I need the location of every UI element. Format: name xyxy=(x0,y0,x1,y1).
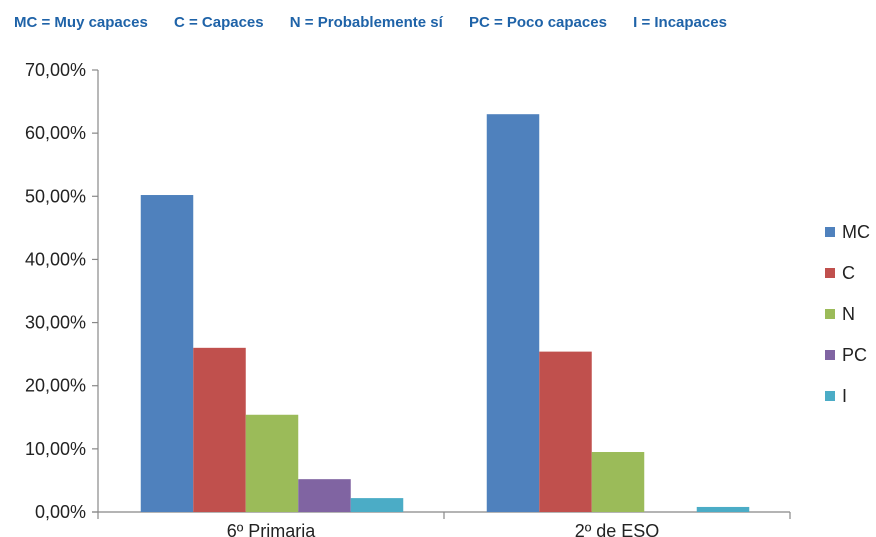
legend-swatch-mc xyxy=(825,227,835,237)
y-tick-label: 10,00% xyxy=(25,439,86,459)
bar-n-1 xyxy=(246,415,299,512)
bar-mc-1 xyxy=(141,195,194,512)
legend-label-pc: PC xyxy=(842,345,867,365)
y-tick-label: 40,00% xyxy=(25,249,86,269)
bar-c-1 xyxy=(193,348,246,512)
chart-bars xyxy=(141,114,750,512)
x-category-label: 6º Primaria xyxy=(227,521,317,537)
bar-mc-2 xyxy=(487,114,540,512)
legend-swatch-n xyxy=(825,309,835,319)
chart-legend: MC C N PC I xyxy=(825,222,870,406)
x-category-label: 2º de ESO xyxy=(575,521,660,537)
legend-swatch-i xyxy=(825,391,835,401)
bar-i-1 xyxy=(351,498,404,512)
y-tick-label: 0,00% xyxy=(35,502,86,522)
bar-c-2 xyxy=(539,352,592,512)
legend-label-c: C xyxy=(842,263,855,283)
y-tick-label: 20,00% xyxy=(25,376,86,396)
legend-label-i: I xyxy=(842,386,847,406)
bar-n-2 xyxy=(592,452,645,512)
y-tick-label: 70,00% xyxy=(25,60,86,80)
y-tick-label: 30,00% xyxy=(25,313,86,333)
bar-pc-1 xyxy=(298,479,351,512)
y-tick-label: 50,00% xyxy=(25,186,86,206)
legend-swatch-pc xyxy=(825,350,835,360)
legend-label-mc: MC xyxy=(842,222,870,242)
legend-label-n: N xyxy=(842,304,855,324)
legend-swatch-c xyxy=(825,268,835,278)
chart-axes: 0,00% 10,00% 20,00% 30,00% 40,00% 50,00% 60,00… xyxy=(25,60,790,537)
bar-i-2 xyxy=(697,507,750,512)
y-tick-label: 60,00% xyxy=(25,123,86,143)
